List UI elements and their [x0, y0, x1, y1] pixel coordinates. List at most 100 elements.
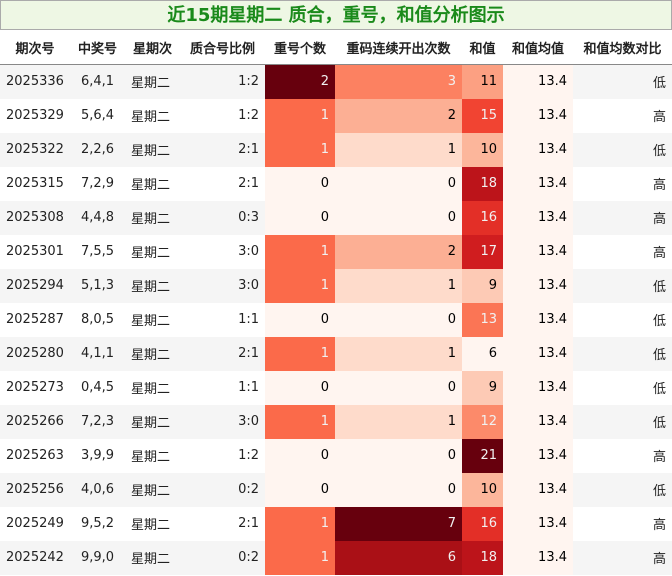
table-row: 2025294 5,1,3 星期二 3:0 1 1 9 13.4 低	[0, 268, 672, 303]
table-cell: 2025273	[6, 380, 64, 395]
table-cell: 星期二	[125, 268, 180, 303]
table-row: 2025287 8,0,5 星期二 1:1 0 0 13 13.4 低	[0, 302, 672, 337]
table: 期次号 中奖号 星期次 质合号比例 重号个数 重码连续开出次数 和值 和值均值 和值均数对比 2…	[0, 30, 672, 575]
table-cell: 高	[573, 540, 672, 575]
table-cell: 8,0,5	[80, 312, 115, 327]
table-cell: 16	[462, 200, 503, 235]
table-cell: 高	[652, 178, 666, 193]
table-cell: 0	[335, 472, 462, 507]
column-header: 星期次	[125, 30, 180, 65]
table-row: 2025273 0,4,5 星期二 1:1 0 0 9 13.4 低	[0, 370, 672, 405]
table-cell: 星期二	[125, 132, 180, 167]
table-cell: 18	[462, 166, 503, 201]
column-header: 重码连续开出次数	[335, 30, 462, 65]
table-cell: 2025280	[0, 336, 70, 371]
column-header: 和值均值	[503, 30, 573, 65]
table-cell: 高	[652, 246, 666, 261]
title: 近15期星期二 质合，重号，和值分析图示	[0, 0, 672, 30]
table-cell: 1	[335, 404, 462, 439]
table-cell: 星期二	[131, 314, 171, 329]
table-cell: 3:0	[180, 404, 265, 439]
table-cell: 13.4	[503, 166, 573, 201]
table-row: 2025263 3,9,9 星期二 1:2 0 0 21 13.4 高	[0, 438, 672, 473]
table-cell: 低	[652, 382, 666, 397]
table-cell: 4,1,1	[70, 336, 125, 371]
table-cell: 9	[462, 370, 503, 405]
table-cell: 0	[335, 302, 462, 337]
table-cell: 7,2,9	[80, 176, 115, 191]
column-header: 期次号	[0, 30, 70, 65]
table-row: 2025336 6,4,1 星期二 1:2 2 3 11 13.4 低	[0, 64, 672, 99]
table-cell: 3:0	[238, 244, 259, 259]
table-cell: 2	[335, 98, 462, 133]
table-cell: 13.4	[503, 234, 573, 269]
table-cell: 1	[265, 404, 335, 439]
table-cell: 高	[652, 110, 666, 125]
table-cell: 高	[652, 450, 666, 465]
table-cell: 1	[335, 268, 462, 303]
table-cell: 7,2,3	[70, 404, 125, 439]
table-cell: 18	[462, 540, 503, 575]
table-cell: 21	[462, 438, 503, 473]
table-cell: 1	[265, 132, 335, 167]
table-cell: 0:2	[180, 540, 265, 575]
table-cell: 15	[462, 98, 503, 133]
table-cell: 2025249	[6, 516, 64, 531]
table-cell: 2025322	[0, 132, 70, 167]
table-cell: 13.4	[503, 200, 573, 235]
table-cell: 1	[265, 336, 335, 371]
table-cell: 0	[265, 370, 335, 405]
table-cell: 低	[573, 64, 672, 99]
table-cell: 星期二	[125, 404, 180, 439]
table-cell: 3:0	[180, 268, 265, 303]
table-cell: 2025266	[0, 404, 70, 439]
table-cell: 1	[265, 234, 335, 269]
table-cell: 6	[462, 336, 503, 371]
table-cell: 低	[573, 404, 672, 439]
table-cell: 2:1	[238, 516, 259, 531]
table-cell: 2025263	[6, 448, 64, 463]
table-cell: 2025301	[6, 244, 64, 259]
table-cell: 2025294	[0, 268, 70, 303]
table-cell: 1	[335, 336, 462, 371]
table-cell: 9,5,2	[80, 516, 115, 531]
header-row: 期次号 中奖号 星期次 质合号比例 重号个数 重码连续开出次数 和值 和值均值 和值均数对比	[0, 30, 672, 65]
table-cell: 2025287	[6, 312, 64, 327]
table-cell: 13.4	[503, 336, 573, 371]
table-cell: 4,4,8	[70, 200, 125, 235]
table-cell: 2025329	[6, 108, 64, 123]
table-cell: 7,5,5	[80, 244, 115, 259]
table-cell: 10	[462, 472, 503, 507]
table-cell: 13.4	[503, 98, 573, 133]
table-cell: 0	[335, 438, 462, 473]
table-cell: 星期二	[131, 178, 171, 193]
table-cell: 5,6,4	[80, 108, 115, 123]
table-body: 2025336 6,4,1 星期二 1:2 2 3 11 13.4 低 2025329 5,6,4 星…	[0, 64, 672, 575]
table-cell: 0:3	[180, 200, 265, 235]
table-cell: 0	[265, 200, 335, 235]
table-cell: 0	[265, 438, 335, 473]
table-cell: 1	[265, 540, 335, 575]
table-cell: 2025336	[0, 64, 70, 99]
table-cell: 13.4	[503, 132, 573, 167]
table-cell: 1:1	[238, 312, 259, 327]
table-row: 2025242 9,9,0 星期二 0:2 1 6 18 13.4 高	[0, 540, 672, 575]
table-cell: 17	[462, 234, 503, 269]
table-cell: 2,2,6	[70, 132, 125, 167]
table-cell: 1	[335, 132, 462, 167]
table-cell: 低	[573, 132, 672, 167]
table-cell: 2025242	[0, 540, 70, 575]
table-cell: 3,9,9	[80, 448, 115, 463]
table-cell: 13.4	[503, 438, 573, 473]
table-cell: 1	[265, 268, 335, 303]
table-cell: 0,4,5	[80, 380, 115, 395]
table-cell: 6,4,1	[70, 64, 125, 99]
table-cell: 13.4	[503, 404, 573, 439]
table-cell: 0	[335, 166, 462, 201]
table-cell: 2	[335, 234, 462, 269]
table-cell: 星期二	[131, 450, 171, 465]
table-cell: 星期二	[131, 518, 171, 533]
table-cell: 7	[335, 506, 462, 541]
table-cell: 13.4	[503, 540, 573, 575]
